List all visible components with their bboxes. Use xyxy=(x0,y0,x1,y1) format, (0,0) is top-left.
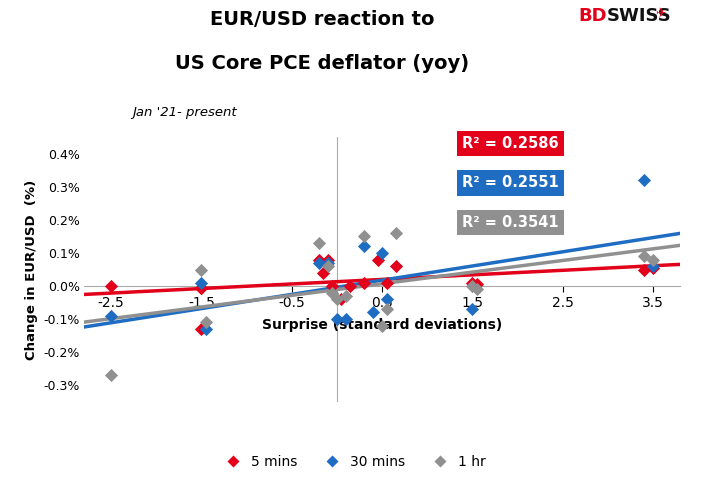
Y-axis label: Change in EUR/USD  (%): Change in EUR/USD (%) xyxy=(25,179,38,360)
Point xyxy=(106,312,117,320)
Point xyxy=(376,249,388,257)
Point xyxy=(471,285,482,293)
Point xyxy=(471,280,482,288)
Legend: 5 mins, 30 mins, 1 hr: 5 mins, 30 mins, 1 hr xyxy=(213,449,491,474)
Point xyxy=(322,262,334,270)
Point xyxy=(322,259,334,267)
Point xyxy=(196,266,207,273)
Point xyxy=(367,309,379,317)
Point xyxy=(106,371,117,379)
Point xyxy=(638,266,649,273)
Point xyxy=(638,176,649,184)
Point xyxy=(322,256,334,264)
Point xyxy=(381,305,392,313)
Point xyxy=(196,279,207,287)
Point xyxy=(358,279,369,287)
Point xyxy=(647,264,658,272)
Point xyxy=(647,256,658,264)
Text: SWISS: SWISS xyxy=(606,7,671,25)
Text: ✈: ✈ xyxy=(655,7,666,21)
Point xyxy=(200,318,212,326)
Point xyxy=(376,322,388,330)
Point xyxy=(390,229,401,237)
Point xyxy=(327,289,338,296)
Point xyxy=(336,295,347,303)
Point xyxy=(647,262,658,270)
Text: EUR/USD reaction to: EUR/USD reaction to xyxy=(210,10,435,29)
Point xyxy=(196,284,207,292)
Point xyxy=(390,262,401,270)
Point xyxy=(358,243,369,250)
Point xyxy=(345,282,356,290)
Text: R² = 0.2586: R² = 0.2586 xyxy=(463,136,559,151)
Text: US Core PCE deflator (yoy): US Core PCE deflator (yoy) xyxy=(175,54,470,73)
Point xyxy=(381,295,392,303)
Point xyxy=(313,259,325,267)
Point xyxy=(358,233,369,241)
Point xyxy=(467,279,478,287)
Point xyxy=(196,284,207,292)
Point xyxy=(372,256,383,264)
Text: R² = 0.2551: R² = 0.2551 xyxy=(463,175,559,191)
Point xyxy=(381,279,392,287)
Point xyxy=(327,282,338,290)
Point xyxy=(340,292,351,300)
Text: R² = 0.3541: R² = 0.3541 xyxy=(463,215,559,230)
Point xyxy=(313,239,325,247)
Text: BD: BD xyxy=(578,7,607,25)
Point xyxy=(332,295,343,303)
Point xyxy=(467,282,478,290)
Point xyxy=(313,256,325,264)
Point xyxy=(318,269,329,277)
Point xyxy=(106,282,117,290)
Point xyxy=(200,325,212,333)
Point xyxy=(467,305,478,313)
X-axis label: Surprise (standard deviations): Surprise (standard deviations) xyxy=(262,318,502,332)
Point xyxy=(332,315,343,323)
Point xyxy=(638,252,649,260)
Text: Jan '21- present: Jan '21- present xyxy=(132,106,236,119)
Point xyxy=(340,315,351,323)
Point xyxy=(196,325,207,333)
